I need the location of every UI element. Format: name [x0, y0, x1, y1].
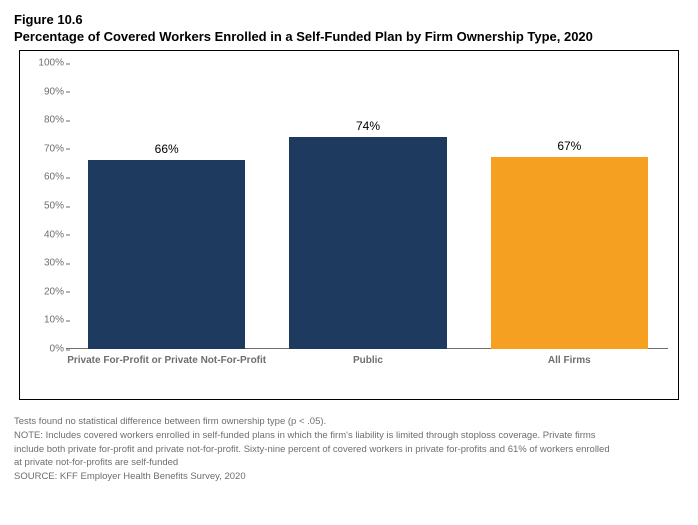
note-line: NOTE: Includes covered workers enrolled …	[14, 430, 684, 443]
y-tick-label: 10%	[20, 315, 64, 326]
y-tick-label: 100%	[20, 58, 64, 69]
plot-border: 66%Private For-Profit or Private Not-For…	[19, 50, 679, 400]
y-tick-label: 90%	[20, 86, 64, 97]
x-category-label: Private For-Profit or Private Not-For-Pr…	[66, 349, 267, 367]
y-tick-label: 50%	[20, 201, 64, 212]
figure-number: Figure 10.6	[14, 12, 684, 27]
y-tick-label: 40%	[20, 229, 64, 240]
y-tick-label: 20%	[20, 286, 64, 297]
bar-value-label: 66%	[88, 142, 245, 156]
figure-title: Percentage of Covered Workers Enrolled i…	[14, 29, 684, 44]
y-tick-label: 70%	[20, 143, 64, 154]
figure-notes: Tests found no statistical difference be…	[14, 416, 684, 484]
y-tick-label: 30%	[20, 258, 64, 269]
bar-value-label: 67%	[491, 139, 648, 153]
figure-container: Figure 10.6 Percentage of Covered Worker…	[0, 0, 698, 525]
y-tick-label: 0%	[20, 344, 64, 355]
bar: 67%	[491, 157, 648, 349]
y-tick-label: 60%	[20, 172, 64, 183]
note-line: Tests found no statistical difference be…	[14, 416, 684, 429]
bar: 66%	[88, 160, 245, 349]
x-category-label: Public	[267, 349, 468, 367]
note-line: SOURCE: KFF Employer Health Benefits Sur…	[14, 471, 684, 484]
x-category-label: All Firms	[469, 349, 670, 367]
bar: 74%	[289, 137, 446, 349]
bar-value-label: 74%	[289, 119, 446, 133]
y-tick-label: 80%	[20, 115, 64, 126]
plot-area: 66%Private For-Profit or Private Not-For…	[66, 65, 668, 349]
note-line: at private not-for-profits are self-fund…	[14, 457, 684, 470]
note-line: include both private for-profit and priv…	[14, 444, 684, 457]
